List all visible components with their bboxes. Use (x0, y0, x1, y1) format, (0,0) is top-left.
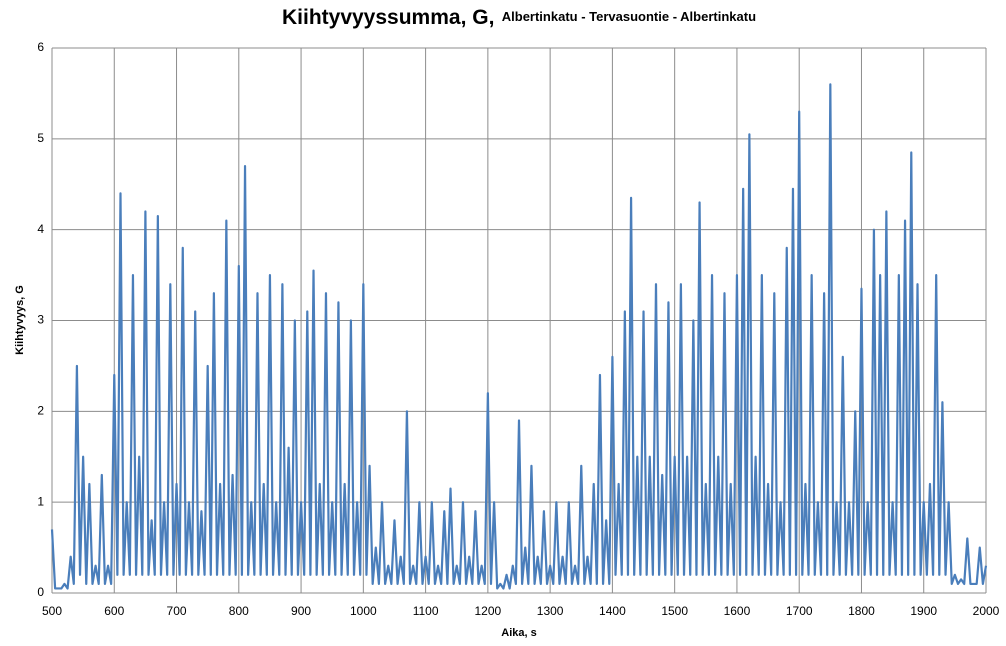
x-tick-label: 2000 (973, 604, 1000, 618)
x-tick-label: 1100 (413, 604, 439, 618)
x-tick-label: 900 (291, 604, 311, 618)
x-tick-label: 1000 (350, 604, 377, 618)
x-axis-title: Aika, s (501, 627, 536, 639)
x-tick-label: 1400 (599, 604, 626, 618)
chart-subtitle: Albertinkatu - Tervasuontie - Albertinka… (502, 9, 756, 24)
x-tick-label: 1700 (786, 604, 813, 618)
y-tick-label: 4 (37, 222, 44, 236)
x-tick-label: 500 (42, 604, 62, 618)
x-tick-label: 1500 (661, 604, 688, 618)
x-tick-label: 1600 (724, 604, 751, 618)
y-tick-label: 6 (37, 40, 44, 54)
data-line (50, 83, 988, 590)
y-axis-title: Kiihtyvyys, G (14, 285, 26, 355)
y-tick-label: 1 (37, 494, 44, 508)
x-tick-label: 700 (167, 604, 187, 618)
y-tick-label: 2 (37, 404, 44, 418)
chart-heading: Kiihtyvyyssumma, G, Albertinkatu - Terva… (282, 6, 756, 29)
chart-title: Kiihtyvyyssumma, G, (282, 6, 494, 29)
y-tick-label: 3 (37, 313, 44, 327)
x-tick-label: 1300 (537, 604, 564, 618)
x-tick-label: 800 (229, 604, 249, 618)
x-tick-label: 600 (104, 604, 124, 618)
x-tick-label: 1200 (475, 604, 502, 618)
y-tick-label: 0 (37, 585, 44, 599)
x-tick-label: 1800 (848, 604, 875, 618)
y-tick-label: 5 (37, 131, 44, 145)
x-tick-label: 1900 (910, 604, 937, 618)
